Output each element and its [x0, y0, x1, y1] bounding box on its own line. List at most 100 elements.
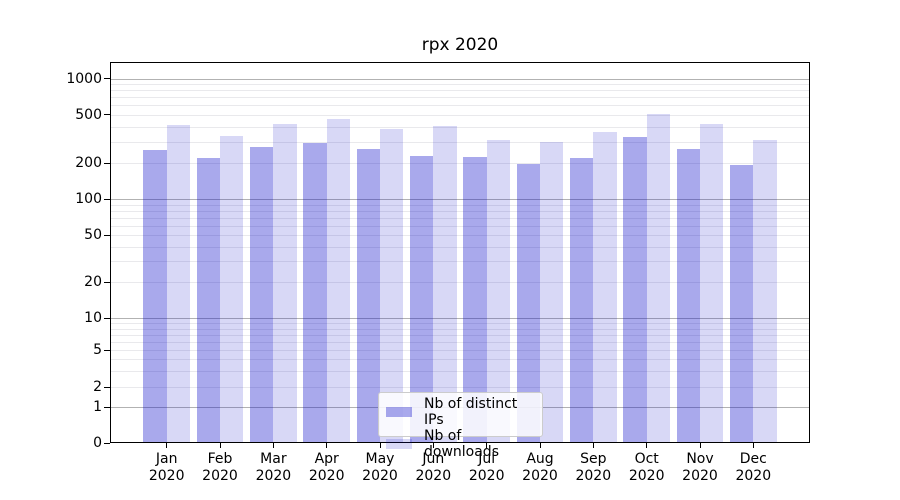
- gridline-minor: [111, 334, 809, 336]
- gridline-minor: [111, 90, 809, 92]
- y-tick-mark: [104, 406, 110, 408]
- bar-distinct-ips: [570, 158, 594, 442]
- gridline-minor: [111, 114, 809, 116]
- x-tick-label: Jan 2020: [148, 451, 185, 484]
- bar-downloads: [593, 131, 617, 442]
- y-tick-label: 1000: [66, 70, 102, 87]
- legend-swatch: [386, 439, 412, 449]
- bar-distinct-ips: [303, 143, 327, 442]
- x-tick-mark: [646, 443, 648, 448]
- x-tick-mark: [752, 443, 754, 448]
- gridline-minor: [111, 328, 809, 330]
- bar-downloads: [486, 139, 511, 442]
- gridline-major: [111, 78, 809, 80]
- x-tick-label: Mar 2020: [255, 451, 292, 484]
- y-tick-mark: [104, 281, 110, 283]
- bar-distinct-ips: [250, 146, 274, 442]
- bar-distinct-ips: [463, 157, 487, 442]
- gridline-minor: [111, 105, 809, 107]
- legend-label: Nb of distinct IPs: [424, 396, 518, 428]
- bar-distinct-ips: [623, 137, 647, 442]
- legend-item: Nb of downloads: [386, 428, 535, 460]
- y-tick-mark: [104, 386, 110, 388]
- chart-title: rpx 2020: [421, 35, 499, 55]
- gridline-minor: [111, 350, 809, 351]
- bar-distinct-ips: [516, 164, 541, 442]
- y-tick-label: 500: [75, 106, 102, 123]
- y-tick-mark: [104, 162, 110, 164]
- y-tick-label: 100: [75, 191, 102, 208]
- x-tick-mark: [379, 443, 381, 448]
- x-tick-label: Jul 2020: [468, 451, 505, 484]
- x-tick-label: Nov 2020: [682, 451, 718, 484]
- legend: Nb of distinct IPs Nb of downloads: [378, 392, 543, 460]
- bar-downloads: [646, 114, 671, 442]
- gridline-minor: [111, 359, 809, 361]
- bar-downloads: [433, 126, 457, 442]
- y-tick-mark: [104, 198, 110, 200]
- gridline-minor: [111, 370, 809, 372]
- legend-swatch: [386, 407, 412, 417]
- y-tick-label: 20: [84, 274, 102, 290]
- gridline-minor: [111, 261, 809, 263]
- y-tick-label: 10: [84, 310, 102, 327]
- x-tick-mark: [486, 443, 488, 448]
- gridline-minor: [111, 323, 809, 325]
- y-tick-mark: [104, 442, 110, 444]
- legend-item: Nb of distinct IPs: [386, 396, 535, 428]
- gridline-minor: [111, 246, 809, 248]
- x-tick-label: May 2020: [362, 451, 398, 484]
- x-tick-label: Sep 2020: [575, 451, 612, 484]
- x-tick-mark: [326, 443, 328, 448]
- gridline-minor: [111, 84, 809, 86]
- x-tick-mark: [432, 443, 434, 448]
- y-tick-mark: [104, 114, 110, 116]
- bar-downloads: [753, 139, 777, 442]
- gridline-minor: [111, 163, 809, 165]
- bar-downloads: [326, 119, 351, 442]
- x-tick-label: Dec 2020: [735, 451, 772, 484]
- gridline-major: [111, 318, 809, 320]
- bar-distinct-ips: [196, 157, 221, 442]
- x-tick-mark: [699, 443, 701, 448]
- x-tick-mark: [272, 443, 274, 448]
- gridline-minor: [111, 387, 809, 389]
- x-tick-label: Oct 2020: [628, 451, 665, 484]
- gridline-minor: [111, 126, 809, 128]
- gridline-minor: [111, 341, 809, 343]
- bar-distinct-ips: [676, 149, 700, 442]
- gridline-minor: [111, 141, 809, 143]
- y-tick-label: 1: [93, 399, 102, 416]
- y-tick-label: 5: [93, 342, 102, 358]
- x-tick-label: Jun 2020: [415, 451, 452, 484]
- bar-downloads: [540, 142, 564, 442]
- gridline-minor: [111, 210, 809, 212]
- bar-downloads: [380, 129, 404, 442]
- bar-downloads: [220, 135, 244, 442]
- y-tick-label: 0: [93, 435, 102, 452]
- x-tick-label: Aug 2020: [522, 451, 558, 484]
- x-tick-mark: [592, 443, 594, 448]
- y-tick-mark: [104, 349, 110, 351]
- gridline-minor: [111, 204, 809, 206]
- gridline-minor: [111, 225, 809, 227]
- bar-downloads: [273, 123, 297, 442]
- gridline-minor: [111, 217, 809, 219]
- legend-label: Nb of downloads: [424, 428, 499, 460]
- gridline-minor: [111, 282, 809, 283]
- bar-distinct-ips: [410, 155, 434, 442]
- y-tick-label: 2: [93, 379, 102, 396]
- gridline-major: [111, 199, 809, 201]
- y-tick-mark: [104, 317, 110, 319]
- bar-downloads: [166, 125, 191, 442]
- y-tick-mark: [104, 78, 110, 80]
- x-tick-label: Feb 2020: [202, 451, 238, 484]
- gridline-minor: [111, 97, 809, 99]
- x-tick-label: Apr 2020: [308, 451, 345, 484]
- bar-downloads: [700, 124, 724, 442]
- bar-distinct-ips: [143, 150, 167, 442]
- bar-distinct-ips: [730, 165, 754, 442]
- plot-area: [110, 62, 810, 443]
- x-tick-mark: [166, 443, 168, 448]
